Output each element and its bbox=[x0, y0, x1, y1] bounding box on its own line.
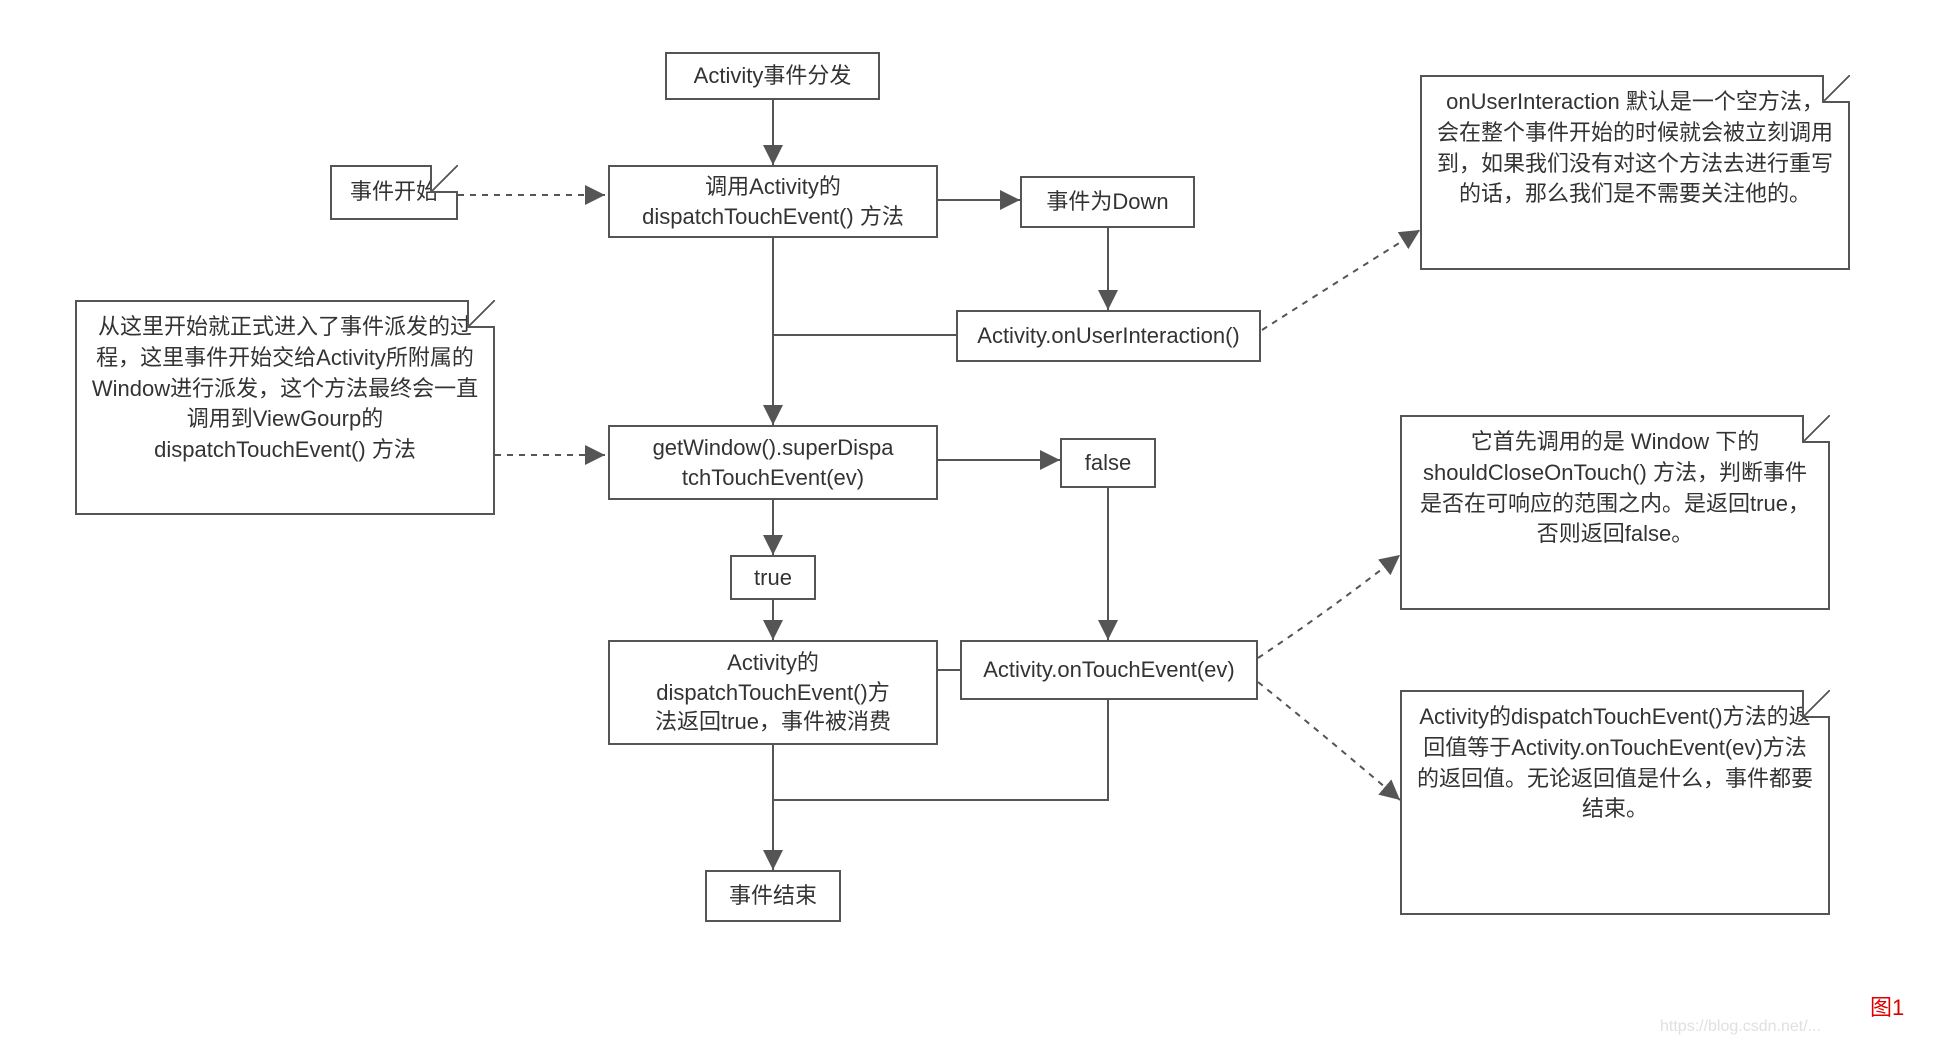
figure-label: 图1 bbox=[1870, 990, 1904, 1022]
flowchart-canvas: Activity事件分发 调用Activity的dispatchTouchEve… bbox=[0, 0, 1934, 1044]
node-activity-dispatch-start: Activity事件分发 bbox=[665, 52, 880, 100]
note-text: 它首先调用的是 Window 下的 shouldCloseOnTouch() 方… bbox=[1420, 429, 1810, 546]
node-branch-false: false bbox=[1060, 438, 1156, 488]
node-activity-ontouchevent: Activity.onTouchEvent(ev) bbox=[960, 640, 1258, 700]
note-text: Activity的dispatchTouchEvent()方法的返回值等于Act… bbox=[1417, 704, 1813, 821]
note-text: 从这里开始就正式进入了事件派发的过程，这里事件开始交给Activity所附属的W… bbox=[92, 314, 478, 462]
node-call-dispatchtouchevent: 调用Activity的dispatchTouchEvent() 方法 bbox=[608, 165, 938, 238]
note-text: onUserInteraction 默认是一个空方法，会在整个事件开始的时候就会… bbox=[1437, 89, 1833, 206]
watermark: https://blog.csdn.net/... bbox=[1660, 1018, 1821, 1036]
note-onuserinteraction: onUserInteraction 默认是一个空方法，会在整个事件开始的时候就会… bbox=[1420, 75, 1850, 270]
note-shouldcloseontouch: 它首先调用的是 Window 下的 shouldCloseOnTouch() 方… bbox=[1400, 415, 1830, 610]
node-onuserinteraction: Activity.onUserInteraction() bbox=[956, 310, 1261, 362]
node-branch-true: true bbox=[730, 555, 816, 600]
node-getwindow-superdispatch: getWindow().superDispatchTouchEvent(ev) bbox=[608, 425, 938, 500]
note-event-begin: 事件开始 bbox=[330, 165, 458, 220]
note-window-dispatch: 从这里开始就正式进入了事件派发的过程，这里事件开始交给Activity所附属的W… bbox=[75, 300, 495, 515]
note-text: 事件开始 bbox=[350, 179, 438, 204]
node-event-is-down: 事件为Down bbox=[1020, 176, 1195, 228]
node-event-end: 事件结束 bbox=[705, 870, 841, 922]
note-return-value: Activity的dispatchTouchEvent()方法的返回值等于Act… bbox=[1400, 690, 1830, 915]
node-dispatch-return-true: Activity的dispatchTouchEvent()方法返回true，事件… bbox=[608, 640, 938, 745]
